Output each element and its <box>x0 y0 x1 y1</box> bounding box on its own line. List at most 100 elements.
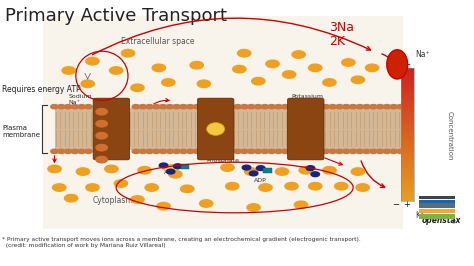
Circle shape <box>234 105 241 109</box>
Circle shape <box>96 144 107 151</box>
Circle shape <box>169 171 182 178</box>
Bar <box>401 186 414 188</box>
Bar <box>401 80 414 81</box>
Circle shape <box>109 67 123 74</box>
Bar <box>401 79 414 80</box>
Bar <box>401 113 414 114</box>
Bar <box>401 182 414 183</box>
Circle shape <box>283 71 296 78</box>
Circle shape <box>96 109 107 115</box>
Circle shape <box>152 64 165 72</box>
Circle shape <box>241 149 248 153</box>
Circle shape <box>329 105 337 109</box>
Ellipse shape <box>207 123 225 135</box>
Circle shape <box>186 105 194 109</box>
Bar <box>401 136 414 138</box>
Circle shape <box>159 149 167 153</box>
Text: ATP: ATP <box>164 170 175 174</box>
Bar <box>401 87 414 88</box>
Circle shape <box>349 105 357 109</box>
Circle shape <box>132 149 140 153</box>
Bar <box>401 173 414 174</box>
Bar <box>401 197 414 199</box>
Text: * Primary active transport moves ions across a membrane, creating an electrochem: * Primary active transport moves ions ac… <box>2 237 361 248</box>
Bar <box>401 102 414 103</box>
Circle shape <box>159 163 168 168</box>
Bar <box>401 179 414 180</box>
Bar <box>401 69 414 70</box>
Text: Primary Active Transport: Primary Active Transport <box>5 7 227 25</box>
Bar <box>401 117 414 118</box>
Circle shape <box>114 180 128 187</box>
Bar <box>401 165 414 167</box>
Bar <box>401 128 414 129</box>
Text: 3Na: 3Na <box>329 22 355 34</box>
Bar <box>401 74 414 76</box>
Bar <box>401 189 414 190</box>
Bar <box>401 101 414 102</box>
Bar <box>401 124 414 126</box>
Text: +: + <box>392 60 399 69</box>
Circle shape <box>363 149 370 153</box>
Text: −: − <box>392 200 399 209</box>
Bar <box>401 144 414 146</box>
Bar <box>401 131 414 132</box>
Circle shape <box>139 105 146 109</box>
Bar <box>401 121 414 122</box>
Circle shape <box>181 185 194 193</box>
Bar <box>401 168 414 169</box>
Circle shape <box>254 105 262 109</box>
Bar <box>401 71 414 72</box>
FancyBboxPatch shape <box>197 98 234 160</box>
Ellipse shape <box>387 50 408 79</box>
Bar <box>401 196 414 197</box>
Bar <box>401 120 414 121</box>
Circle shape <box>200 200 213 207</box>
Bar <box>401 97 414 98</box>
Circle shape <box>311 172 319 177</box>
Bar <box>401 150 414 151</box>
Bar <box>401 174 414 175</box>
Text: Extracellular space: Extracellular space <box>121 37 194 46</box>
Bar <box>401 98 414 99</box>
Bar <box>401 170 414 171</box>
Circle shape <box>309 64 322 72</box>
Circle shape <box>370 149 377 153</box>
Circle shape <box>247 105 255 109</box>
Bar <box>401 147 414 148</box>
Circle shape <box>193 149 201 153</box>
Bar <box>401 81 414 82</box>
Circle shape <box>342 59 355 66</box>
Circle shape <box>153 105 160 109</box>
Circle shape <box>365 64 379 72</box>
FancyBboxPatch shape <box>287 98 324 160</box>
Circle shape <box>237 49 251 57</box>
Text: ADP: ADP <box>254 178 266 183</box>
Circle shape <box>131 196 144 203</box>
Circle shape <box>285 182 298 190</box>
Circle shape <box>252 77 265 85</box>
Circle shape <box>241 105 248 109</box>
Text: Na⁺: Na⁺ <box>415 50 429 59</box>
Circle shape <box>146 149 153 153</box>
Circle shape <box>85 149 92 153</box>
Bar <box>401 140 414 141</box>
Bar <box>401 184 414 185</box>
Circle shape <box>64 105 72 109</box>
Bar <box>401 89 414 90</box>
Bar <box>401 68 414 69</box>
Circle shape <box>233 65 246 73</box>
Bar <box>401 83 414 85</box>
Circle shape <box>53 184 66 191</box>
Bar <box>401 129 414 130</box>
Circle shape <box>275 168 289 175</box>
Circle shape <box>329 149 337 153</box>
Bar <box>401 175 414 176</box>
Bar <box>401 91 414 92</box>
Bar <box>401 135 414 136</box>
Bar <box>401 143 414 144</box>
Circle shape <box>274 149 282 153</box>
Circle shape <box>81 80 94 88</box>
Bar <box>401 156 414 157</box>
Bar <box>401 90 414 91</box>
